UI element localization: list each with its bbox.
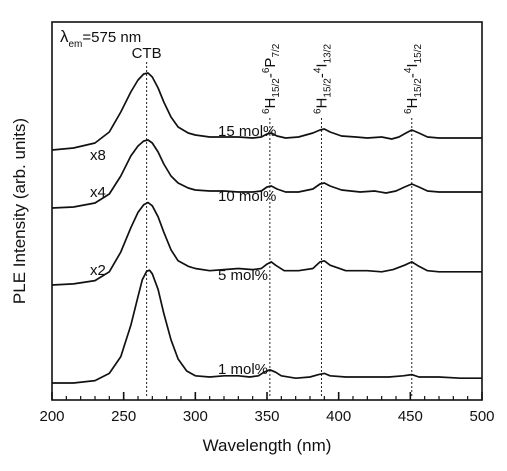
x-tick-label: 250 — [111, 408, 136, 425]
series-multiplier-label: x4 — [90, 184, 106, 201]
band-label-part: 4 — [312, 67, 323, 73]
band-label-transition: 6H15/2-6P7/2 — [261, 43, 282, 114]
band-guides — [146, 62, 413, 398]
band-label-ctb: CTB — [132, 45, 162, 62]
x-tick-label: 300 — [183, 408, 208, 425]
band-label-part: 6 — [261, 67, 272, 73]
band-label-part: 13/2 — [322, 43, 333, 63]
series-label: 10 mol% — [218, 188, 276, 205]
series-line — [52, 269, 482, 384]
series-line — [51, 201, 482, 286]
series-line — [51, 139, 482, 209]
y-axis-title: PLE Intensity (arb. units) — [10, 118, 29, 304]
series-label: 15 mol% — [218, 123, 276, 140]
band-label-part: I — [313, 63, 330, 67]
band-label-transition: 6H15/2-4I15/2 — [403, 43, 424, 114]
excitation-note-value: =575 nm — [82, 29, 141, 46]
excitation-note: λem=575 nm — [60, 27, 141, 50]
band-label-part: - — [313, 73, 330, 78]
x-tick-label: 500 — [469, 408, 494, 425]
band-label-part: H — [404, 98, 421, 109]
series-layer — [51, 72, 482, 384]
band-label-part: 4 — [403, 67, 414, 73]
band-label-part: 15/2 — [413, 43, 424, 63]
series-label: 5 mol% — [218, 267, 268, 284]
band-label-part: 15/2 — [322, 78, 333, 98]
band-label-part: P — [262, 58, 279, 68]
band-label-part: - — [404, 73, 421, 78]
x-tick-label: 350 — [254, 408, 279, 425]
x-axis-title: Wavelength (nm) — [203, 436, 332, 455]
band-label-part: H — [313, 98, 330, 109]
excitation-note-subscript: em — [69, 39, 83, 50]
x-tick-label: 400 — [326, 408, 351, 425]
x-axis-ticks: 200 250 300 350 400 450 500 — [39, 392, 495, 425]
series-label: 1 mol% — [218, 361, 268, 378]
excitation-note-symbol: λ — [60, 27, 69, 46]
band-label-part: - — [262, 73, 279, 78]
band-label-part: 6 — [312, 108, 323, 114]
series-multiplier-label: x2 — [90, 262, 106, 279]
series-multiplier-label: x8 — [90, 147, 106, 164]
band-label-part: 6 — [261, 108, 272, 114]
x-tick-label: 450 — [398, 408, 423, 425]
band-label-transition: 6H15/2-4I13/2 — [312, 43, 333, 114]
band-label-part: 6 — [403, 108, 414, 114]
series-line — [51, 72, 482, 151]
band-label-part: I — [404, 63, 421, 67]
band-label-part: H — [262, 98, 279, 109]
band-label-part: 15/2 — [271, 78, 282, 98]
band-label-part: 15/2 — [413, 78, 424, 98]
x-tick-label: 200 — [39, 408, 64, 425]
band-label-part: 7/2 — [271, 43, 282, 57]
